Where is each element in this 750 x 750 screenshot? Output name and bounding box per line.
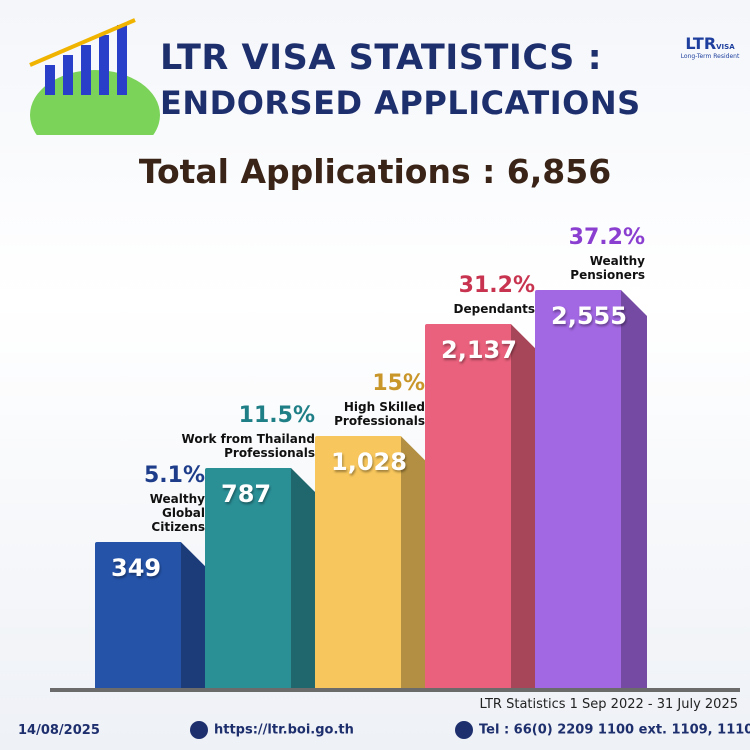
- value-label: 2,555: [551, 302, 627, 330]
- title: ENDORSED APPLICATIONS: [160, 84, 641, 122]
- logo: LTRVISA Long-Term Resident: [675, 8, 745, 60]
- bar-side: [511, 324, 537, 690]
- title: LTR VISA STATISTICS :: [160, 38, 603, 78]
- logo-text: LTR: [685, 34, 717, 53]
- bar-label: 11.5% Work from Thailand Professionals: [155, 403, 315, 460]
- bar-face: [95, 542, 181, 690]
- bar-label: 5.1% Wealthy Global Citizens: [45, 463, 205, 534]
- value-label: 787: [221, 480, 272, 508]
- tel-row: Tel : 66(0) 2209 1100 ext. 1109, 1110: [455, 721, 750, 739]
- total-value: 6,856: [506, 152, 612, 191]
- bar-side: [621, 290, 647, 690]
- url-row: https://ltr.boi.go.th: [190, 721, 354, 739]
- category-label: Wealthy Pensioners: [570, 254, 645, 282]
- bar: 2,137: [425, 324, 537, 690]
- percent-label: 5.1%: [143, 463, 205, 489]
- bar-side: [181, 542, 207, 690]
- percent-label: 37.2%: [568, 225, 645, 250]
- category-label: Work from Thailand Professionals: [181, 432, 315, 461]
- baseline: [50, 688, 740, 692]
- bar-label: 31.2% Dependants: [375, 273, 535, 316]
- bar-label: 37.2% Wealthy Pensioners: [485, 225, 645, 282]
- bar-side: [291, 468, 317, 690]
- bar: 2,555: [535, 290, 647, 690]
- total: Total Applications : 6,856: [0, 152, 750, 191]
- category-label: Wealthy Global Citizens: [149, 492, 205, 535]
- bar: 349: [95, 542, 207, 690]
- bar-face: [425, 324, 511, 690]
- logo-caption: Long-Term Resident: [680, 53, 740, 60]
- bar: 787: [205, 468, 317, 690]
- percent-label: 11.5%: [238, 403, 315, 429]
- value-label: 2,137: [441, 336, 517, 365]
- percent-label: 31.2%: [458, 273, 535, 299]
- growth-icon: [29, 18, 160, 135]
- bar-face: [205, 468, 291, 690]
- logo-sub: VISA: [716, 43, 735, 51]
- bar-face: [315, 436, 401, 690]
- bar: 1,028: [315, 436, 427, 690]
- percent-label: 15%: [372, 371, 425, 397]
- value-label: 349: [111, 554, 162, 583]
- value-label: 1,028: [331, 448, 407, 477]
- category-label: High Skilled Professionals: [334, 400, 425, 429]
- bar-side: [401, 436, 427, 690]
- date: 14/08/2025: [18, 723, 100, 738]
- url: https://ltr.boi.go.th: [214, 722, 354, 738]
- total-label: Total Applications :: [138, 152, 496, 191]
- tel: Tel : 66(0) 2209 1100 ext. 1109, 1110: [479, 722, 750, 738]
- bar-label: 15% High Skilled Professionals: [265, 371, 425, 428]
- bar-face: [535, 290, 621, 690]
- source-note: LTR Statistics 1 Sep 2022 - 31 July 2025: [479, 697, 738, 712]
- category-label: Dependants: [453, 302, 535, 317]
